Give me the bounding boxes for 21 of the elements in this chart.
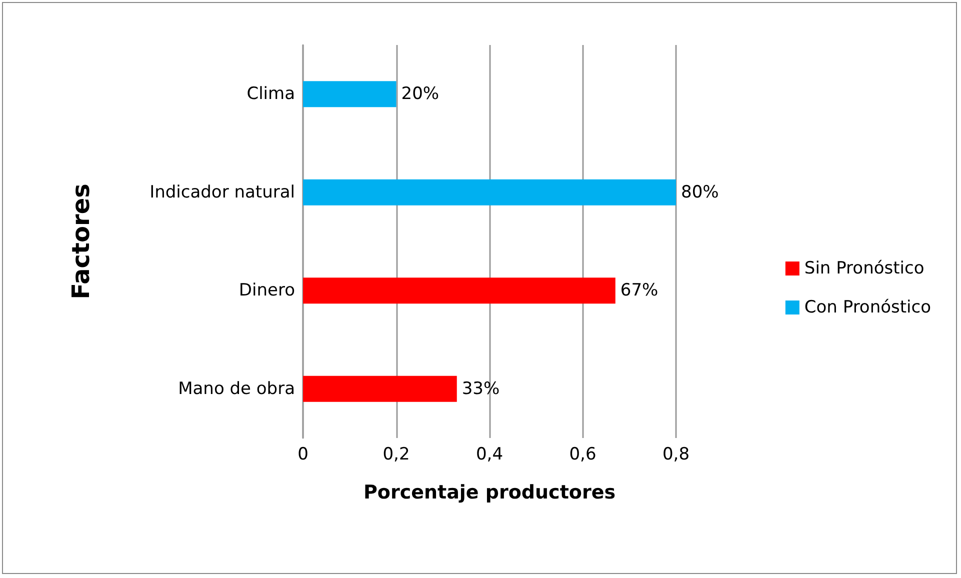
x-tick-label: 0,2: [382, 444, 410, 464]
bar: [303, 278, 616, 304]
bar: [303, 376, 457, 402]
legend-label: Sin Pronóstico: [804, 258, 924, 278]
legend-label: Con Pronóstico: [804, 298, 932, 318]
data-label: 67%: [620, 280, 658, 301]
y-tick-label: Mano de obra: [178, 378, 295, 399]
y-axis-title: Factores: [67, 184, 95, 300]
bar: [303, 179, 676, 206]
y-tick-label: Dinero: [238, 280, 295, 301]
data-label: 80%: [681, 182, 719, 202]
data-label: 33%: [462, 378, 500, 399]
y-tick-label: Clima: [246, 84, 295, 104]
y-tick-label: Indicador natural: [150, 182, 295, 202]
x-tick-label: 0,6: [569, 444, 596, 464]
x-tick-label: 0,8: [662, 444, 690, 464]
x-tick-label: 0: [298, 444, 308, 464]
data-label: 20%: [401, 84, 440, 104]
x-axis-title: Porcentaje productores: [363, 482, 616, 504]
bar: [303, 81, 396, 108]
x-tick-label: 0,4: [476, 444, 504, 464]
